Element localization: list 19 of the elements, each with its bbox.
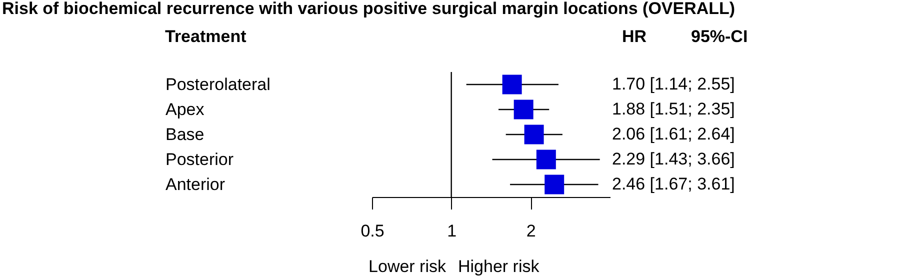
x-tick-label: 1	[447, 222, 457, 240]
x-tick-label: 2	[526, 222, 536, 240]
y-tick-label: Anterior	[166, 175, 226, 194]
text: Lower risk	[368, 257, 446, 276]
y-tick-label: Posterolateral	[166, 75, 270, 94]
data-label: 2.06 [1.61; 2.64]	[612, 124, 735, 144]
y-tick-label: Posterior	[166, 150, 234, 169]
text: HR	[622, 27, 647, 46]
data-label: 2.46 [1.67; 3.61]	[612, 174, 735, 194]
y-tick-label: Base	[166, 125, 204, 144]
data-label: 2.29 [1.43; 3.66]	[612, 150, 735, 168]
data-label: 1.70 [1.14; 2.55]	[612, 74, 735, 94]
chart-title: Risk of biochemical recurrence with various positive surgical margin locations (OVERALL)	[2, 0, 736, 18]
text: 95%-CI	[691, 27, 748, 46]
data-label: 1.88 [1.51; 2.35]	[612, 100, 735, 118]
y-tick-label: Apex	[166, 100, 205, 119]
text: Higher risk	[458, 257, 540, 276]
x-tick-label: 0.5	[360, 222, 384, 240]
text: Treatment	[165, 27, 247, 46]
